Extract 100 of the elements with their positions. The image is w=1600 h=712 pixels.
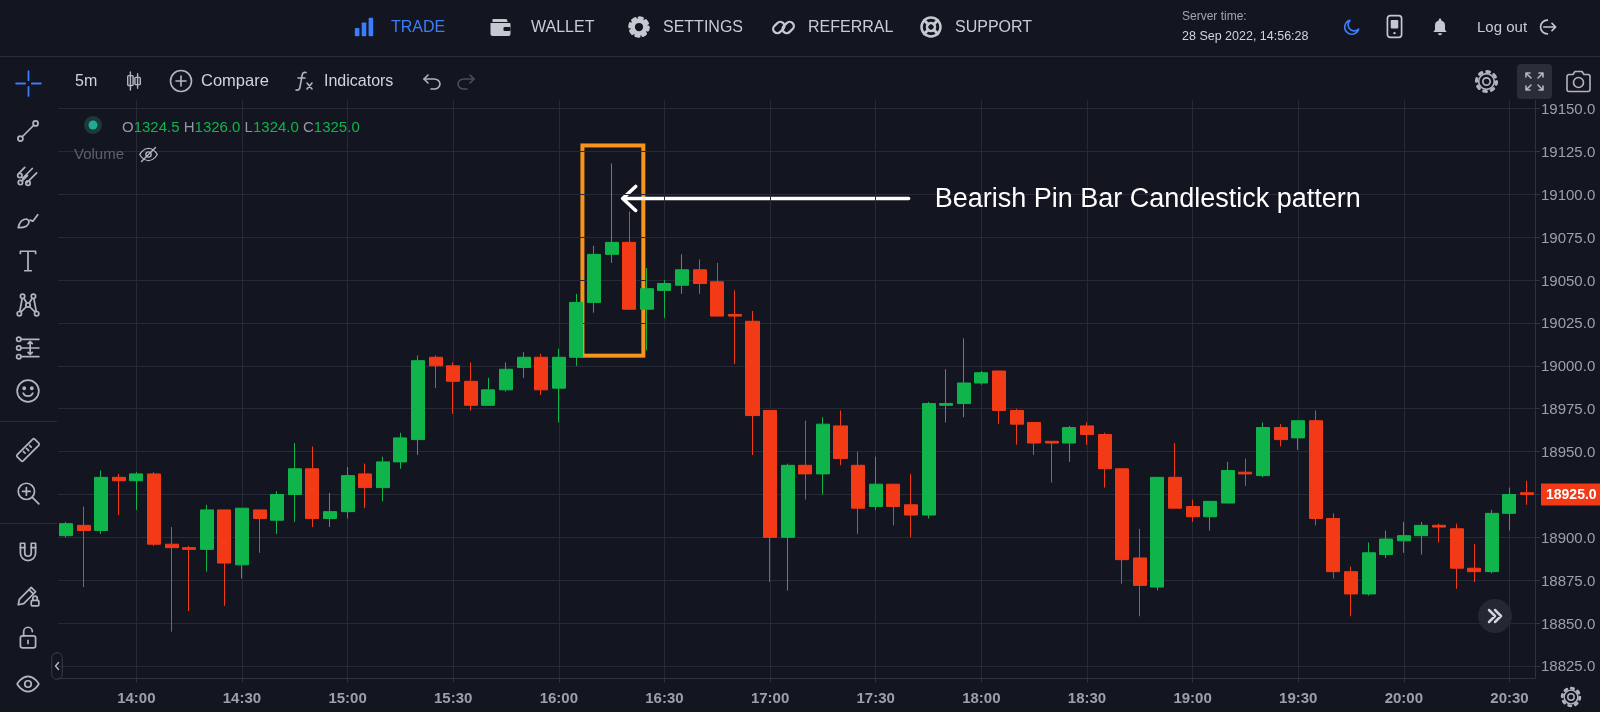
- candlestick: [1238, 457, 1252, 487]
- candlestick: [446, 361, 460, 415]
- x-tick-label: 18:00: [962, 689, 1001, 706]
- x-tick-label: 19:30: [1279, 689, 1318, 706]
- candlestick: [939, 368, 953, 423]
- candlestick: [1010, 408, 1024, 446]
- y-tick-label: 19050.0: [1541, 271, 1596, 289]
- y-tick-label: 18825.0: [1541, 657, 1596, 675]
- candlestick: [1344, 566, 1358, 617]
- x-tick-label: 15:30: [434, 689, 473, 706]
- candlestick: [1221, 461, 1235, 504]
- y-tick-label: 19125.0: [1541, 142, 1596, 160]
- candlestick: [569, 293, 583, 367]
- candlestick: [1450, 523, 1464, 590]
- candlestick: [94, 469, 108, 535]
- candlestick: [165, 526, 179, 633]
- candlestick: [341, 466, 355, 519]
- y-tick-label: 18950.0: [1541, 443, 1596, 461]
- candlestick: [499, 361, 513, 393]
- candlestick: [235, 507, 249, 580]
- text: 28 Sep 2022, 14:56:28: [1182, 28, 1309, 44]
- candlestick: [182, 545, 196, 612]
- y-tick-label: 18900.0: [1541, 528, 1596, 546]
- candlestick: [1133, 528, 1147, 617]
- candlestick: [1326, 512, 1340, 580]
- candlestick: [270, 490, 284, 535]
- candlestick: [376, 456, 390, 502]
- x-tick-label: 18:30: [1067, 689, 1107, 706]
- candlestick: [1098, 432, 1112, 489]
- candlestick: [1080, 421, 1094, 446]
- candlestick: [129, 471, 143, 511]
- candlestick: [992, 370, 1006, 425]
- candlestick: [1045, 440, 1059, 483]
- candlestick: [1274, 423, 1288, 447]
- text: 5m: [75, 71, 98, 91]
- candlestick: [622, 210, 636, 310]
- text: Server time:: [1182, 8, 1247, 24]
- candlestick: [1062, 425, 1076, 463]
- y-tick-label: 19100.0: [1541, 185, 1596, 203]
- candlestick: [833, 409, 848, 466]
- candlestick: [587, 245, 601, 314]
- annotation: O1324.5 H1326.0 L1324.0 C1325.0: [122, 118, 360, 135]
- candlestick: [657, 279, 671, 319]
- text: SUPPORT: [955, 17, 1033, 37]
- x-tick-label: 16:00: [539, 689, 579, 706]
- candlestick: [1168, 442, 1182, 509]
- candlestick: [534, 353, 548, 396]
- candlestick: [323, 492, 337, 528]
- candlestick: [710, 262, 724, 317]
- candlestick: [781, 463, 795, 592]
- text: WALLET: [531, 17, 595, 37]
- candlestick: [728, 289, 742, 365]
- text: Indicators: [324, 71, 394, 91]
- candlestick: [552, 348, 566, 423]
- text: Compare: [201, 71, 269, 91]
- candlestick: [217, 509, 231, 607]
- candlestick: [922, 401, 936, 519]
- candlestick: [464, 361, 478, 411]
- x-tick-label: 14:00: [117, 689, 156, 706]
- candlestick: [481, 377, 495, 406]
- candlestick: [1027, 421, 1041, 456]
- candlestick: [147, 471, 161, 547]
- candlestick: [1309, 409, 1323, 526]
- candlestick: [675, 253, 689, 295]
- x-tick-label: 14:30: [222, 689, 262, 706]
- candlestick: [112, 473, 126, 516]
- candlestick: [1432, 523, 1446, 543]
- candlestick: [253, 509, 267, 554]
- y-tick-label: 19075.0: [1541, 228, 1596, 246]
- candlestick: [869, 456, 883, 511]
- candlestick: [904, 473, 918, 538]
- candlestick: [1379, 530, 1393, 559]
- candlestick: [429, 355, 443, 389]
- annotation: Bearish Pin Bar Candlestick pattern: [934, 181, 1361, 215]
- y-tick-label: 18975.0: [1541, 400, 1596, 418]
- x-tick-label: 17:30: [856, 689, 895, 706]
- text: TRADE: [391, 17, 446, 37]
- candlestick: [974, 370, 988, 386]
- candlestick: [77, 505, 91, 588]
- x-tick-label: 17:00: [750, 689, 790, 706]
- x-tick-label: 20:00: [1384, 689, 1424, 706]
- candlestick: [798, 420, 812, 501]
- y-tick-label: 18925.0: [1546, 486, 1597, 503]
- candlestick: [1414, 521, 1428, 556]
- candlestick: [605, 162, 619, 264]
- x-tick-label: 16:30: [645, 689, 684, 706]
- candlestick: [1256, 421, 1270, 478]
- candlestick: [1291, 420, 1305, 451]
- annotation: Volume: [74, 145, 125, 163]
- candlestick: [640, 267, 654, 351]
- candlestick: [763, 409, 777, 583]
- text: SETTINGS: [663, 17, 744, 37]
- x-tick-label: 20:30: [1490, 689, 1529, 706]
- candlestick: [1485, 509, 1499, 574]
- candlestick: [816, 416, 830, 495]
- candlestick: [305, 445, 319, 528]
- candlestick: [1397, 521, 1411, 554]
- candlestick: [1115, 468, 1129, 585]
- candlestick: [693, 259, 707, 295]
- candlestick: [851, 451, 865, 535]
